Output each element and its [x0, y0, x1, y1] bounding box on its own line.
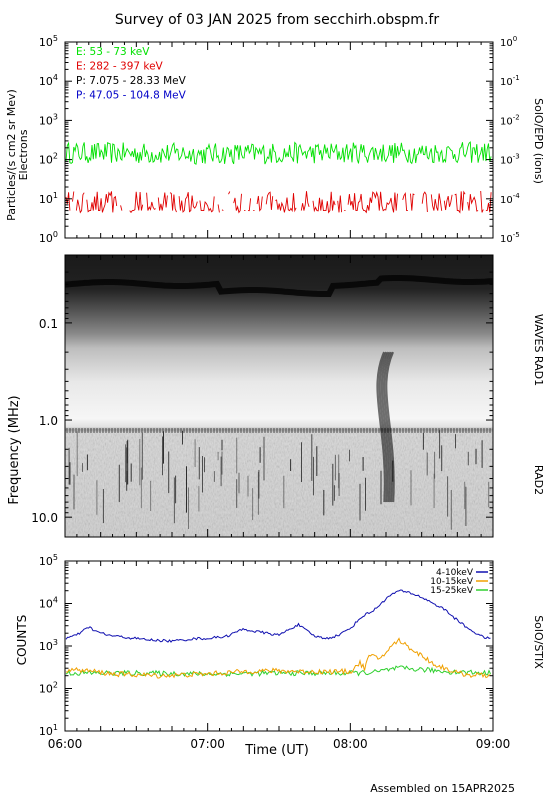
stix-series-line	[65, 665, 491, 678]
stix-right-label: SolO/STIX	[532, 615, 545, 669]
stix-x-tick-label: 07:00	[190, 737, 225, 751]
waves-y-tick-label: 1.0	[39, 414, 58, 428]
epd-series-group	[65, 141, 492, 214]
epd-panel: 100 101 102 103 104 105 10-5 10-4 10-3 10-2 10-1 10…	[5, 34, 545, 245]
stix-legend-label: 10-15keV	[430, 577, 474, 587]
waves-ylabel: Frequency (MHz)	[7, 395, 22, 504]
epd-y-tick-label: 101	[39, 191, 58, 206]
stix-series-line	[65, 589, 491, 643]
epd-legend-item: P: 7.075 - 28.33 MeV	[76, 75, 187, 87]
epd-y-tick-label: 105	[39, 34, 58, 49]
epd-legend-item: E: 53 - 73 keV	[76, 46, 150, 58]
stix-legend-label: 4-10keV	[436, 568, 474, 578]
waves-panel: 0.1 1.0 10.0 Frequency (MHz) WAVES RAD1 RA…	[7, 254, 545, 538]
waves-rad2-noise	[65, 428, 493, 537]
stix-x-tick-label: 06:00	[48, 737, 83, 751]
type-iii-burst-trace	[376, 351, 386, 503]
stix-series-line	[65, 637, 491, 679]
epd-y2-tick-label: 10-2	[500, 113, 520, 127]
type-iii-burst-trace	[380, 351, 391, 503]
stix-y-tick-label: 104	[39, 596, 58, 611]
stix-y-tick-label: 105	[39, 553, 58, 568]
stix-xlabel: Time (UT)	[244, 743, 309, 758]
assembled-footer: Assembled on 15APR2025	[370, 782, 515, 795]
epd-ylabel: Particles/(s cm2 sr Mev)	[5, 89, 18, 221]
epd-series-line	[65, 190, 492, 214]
waves-right-label: WAVES RAD1	[532, 314, 545, 386]
epd-series-line	[65, 141, 492, 165]
epd-legend-item: E: 282 - 397 keV	[76, 61, 164, 73]
epd-y2-tick-label: 10-3	[500, 153, 520, 167]
stix-y-tick-label: 102	[39, 681, 58, 696]
type-iii-burst-trace	[382, 351, 393, 503]
epd-y2-tick-label: 10-5	[500, 231, 520, 245]
type-iii-burst-trace	[385, 351, 395, 503]
waves-right-label2: RAD2	[532, 465, 545, 495]
stix-x-tick-label: 08:00	[333, 737, 368, 751]
stix-y-tick-label: 101	[39, 723, 58, 738]
type-iii-burst-trace	[378, 351, 389, 503]
epd-y-tick-label: 104	[39, 73, 58, 88]
epd-y2-tick-label: 10-4	[500, 192, 520, 206]
epd-legend: E: 53 - 73 keV E: 282 - 397 keV P: 7.075 -…	[76, 46, 187, 102]
stix-legend-label: 15-25keV	[430, 586, 474, 596]
waves-dark-band	[64, 275, 494, 297]
epd-y-tick-label: 103	[39, 112, 58, 127]
waves-ticks: 0.1 1.0 10.0	[31, 254, 494, 537]
epd-right-label: SolO/EPD (ions)	[532, 98, 545, 184]
waves-y-tick-label: 10.0	[31, 511, 58, 525]
waves-features	[64, 275, 494, 530]
stix-ticks: 101 102 103 104 105 06:00 07:00 08:00 09:00	[39, 553, 510, 751]
stix-y-tick-label: 103	[39, 638, 58, 653]
epd-legend-item: P: 47.05 - 104.8 MeV	[76, 90, 187, 102]
waves-y-tick-label: 0.1	[39, 317, 58, 331]
stix-ylabel: COUNTS	[15, 615, 29, 666]
epd-y-tick-label: 102	[39, 152, 58, 167]
epd-y2-tick-label: 100	[500, 35, 517, 49]
stix-x-tick-label: 09:00	[476, 737, 511, 751]
stix-series-group	[65, 589, 491, 679]
stix-frame	[64, 560, 494, 732]
epd-ylabel2: Electrons	[17, 129, 30, 180]
stix-panel: 101 102 103 104 105 06:00 07:00 08:00 09:00 4-10…	[15, 553, 545, 758]
epd-y2-tick-label: 10-1	[500, 74, 520, 88]
epd-y-tick-label: 100	[39, 230, 58, 245]
figure-title: Survey of 03 JAN 2025 from secchirh.obsp…	[115, 12, 439, 28]
